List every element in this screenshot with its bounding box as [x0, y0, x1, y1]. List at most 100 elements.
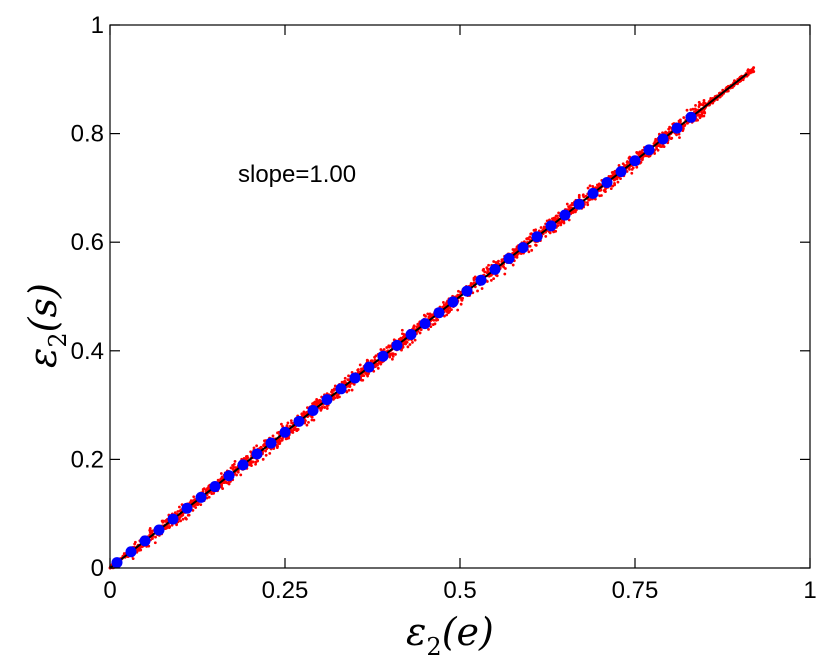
- binned-mean-point: [377, 350, 389, 362]
- scatter-point: [391, 355, 395, 358]
- scatter-point: [333, 388, 337, 391]
- scatter-point: [264, 449, 267, 453]
- scatter-point: [268, 451, 272, 455]
- tick-labels-layer: 0 0.25 0.5 0.75 1 0 0.2 0.4 0.6 0.8 1: [71, 12, 817, 604]
- scatter-point: [406, 345, 410, 349]
- binned-mean-point: [475, 274, 487, 286]
- scatter-point: [302, 411, 306, 415]
- scatter-point: [636, 151, 640, 155]
- scatter-point: [178, 516, 182, 520]
- binned-mean-point: [153, 524, 165, 536]
- scatter-point: [661, 144, 665, 147]
- scatter-point: [181, 517, 185, 521]
- scatter-point: [148, 527, 152, 530]
- scatter-point: [207, 495, 211, 499]
- scatter-point: [173, 511, 177, 515]
- scatter-point: [304, 419, 307, 423]
- scatter-point: [615, 177, 619, 181]
- scatter-point: [539, 226, 543, 229]
- binned-mean-point: [139, 535, 151, 547]
- scatter-point: [511, 248, 515, 251]
- scatter-point: [613, 183, 617, 187]
- scatter-point: [557, 211, 561, 215]
- binned-mean-point: [685, 111, 697, 123]
- scatter-point: [413, 338, 417, 342]
- binned-mean-point: [447, 296, 459, 308]
- scatter-point: [399, 337, 403, 341]
- scatter-point: [635, 165, 639, 169]
- tick-marks-layer: [109, 24, 811, 569]
- scatter-point: [275, 446, 279, 450]
- scatter-point: [400, 328, 404, 332]
- scatter-point: [683, 124, 687, 127]
- scatter-point: [456, 308, 460, 312]
- scatter-point: [263, 439, 266, 443]
- scatter-point: [219, 472, 223, 475]
- scatter-point: [571, 203, 574, 207]
- scatter-point: [567, 205, 570, 209]
- binned-mean-point: [517, 242, 529, 254]
- scatter-point: [504, 267, 507, 270]
- binned-mean-point: [265, 437, 277, 449]
- scatter-point: [311, 402, 314, 406]
- y-tick-label: 0.6: [71, 229, 104, 256]
- y-axis-label: ε2(s): [21, 283, 72, 368]
- scatter-point: [552, 230, 555, 234]
- scatter-point: [179, 519, 183, 523]
- scatter-point: [721, 88, 725, 92]
- scatter-point: [196, 501, 199, 505]
- scatter-point: [667, 127, 671, 131]
- scatter-point: [387, 344, 391, 348]
- scatter-point: [206, 487, 210, 491]
- scatter-point: [233, 459, 237, 463]
- scatter-point: [675, 133, 678, 137]
- scatter-point: [430, 313, 434, 317]
- scatter-point: [412, 324, 416, 328]
- scatter-point: [698, 116, 702, 120]
- scatter-point: [459, 302, 463, 306]
- scatter-point: [567, 218, 571, 222]
- scatter-point: [445, 313, 449, 317]
- scatter-point: [677, 119, 681, 123]
- y-tick-label: 0: [91, 555, 104, 582]
- scatter-point: [544, 234, 548, 238]
- scatter-point: [261, 457, 265, 461]
- binned-mean-point: [251, 448, 263, 460]
- slope-annotation: slope=1.00: [238, 161, 356, 188]
- scatter-point: [131, 557, 135, 561]
- scatter-point: [749, 71, 752, 75]
- scatter-point: [471, 282, 475, 286]
- binned-means-layer: [111, 111, 697, 569]
- scatter-point: [586, 201, 589, 204]
- scatter-point: [693, 107, 697, 111]
- scatter-point: [242, 456, 246, 460]
- x-tick-label: 0.75: [612, 577, 659, 604]
- scatter-point: [161, 520, 165, 524]
- scatter-point: [254, 462, 257, 466]
- binned-mean-point: [111, 557, 123, 569]
- scatter-point: [210, 492, 214, 496]
- binned-mean-point: [307, 405, 319, 417]
- binned-mean-point: [209, 481, 221, 493]
- scatter-point: [432, 318, 436, 322]
- scatter-point: [627, 156, 631, 160]
- scatter-point: [219, 485, 223, 489]
- binned-mean-point: [349, 372, 361, 384]
- scatter-point: [264, 453, 268, 457]
- binned-mean-point: [615, 166, 627, 178]
- scatter-point: [442, 303, 446, 307]
- scatter-point: [192, 495, 196, 499]
- scatter-point: [459, 296, 463, 300]
- scatter-point: [574, 210, 577, 214]
- scatter-point: [361, 374, 364, 378]
- scatter-point: [338, 395, 341, 399]
- scatter-point: [411, 341, 414, 344]
- scatter-point: [702, 98, 706, 102]
- scatter-point: [312, 418, 316, 422]
- scatter-point: [515, 254, 519, 258]
- scatter-point: [358, 363, 362, 367]
- scatter-point: [286, 421, 290, 425]
- scatter-point: [445, 310, 449, 314]
- x-tick-label: 0.25: [262, 577, 309, 604]
- scatter-point: [374, 354, 378, 358]
